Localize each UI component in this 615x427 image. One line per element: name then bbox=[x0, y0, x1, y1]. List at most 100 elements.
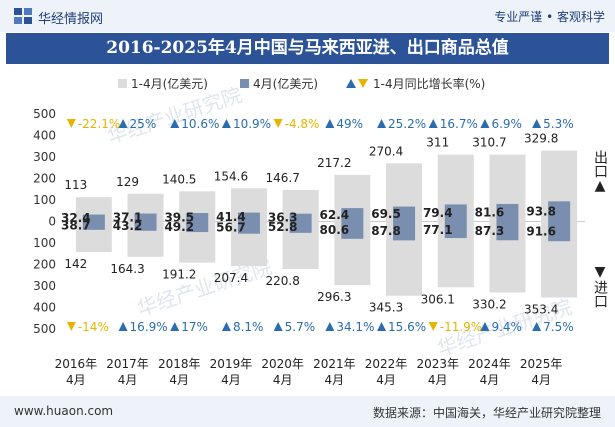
label-export-cumulative: 113 bbox=[64, 178, 87, 192]
legend-swatch-monthly bbox=[240, 79, 249, 88]
growth-import-up-triangle-icon bbox=[325, 322, 335, 331]
growth-export-label: 10.9% bbox=[233, 117, 271, 131]
bar-export-monthly bbox=[548, 201, 571, 222]
legend-down-triangle-icon bbox=[358, 79, 368, 88]
bar-export-monthly bbox=[186, 213, 209, 222]
x-tick-label-year: 2022年 bbox=[365, 357, 408, 371]
y-tick-label: 0 bbox=[48, 215, 56, 229]
label-import-monthly: 56.7 bbox=[216, 221, 246, 235]
label-export-cumulative: 140.5 bbox=[162, 172, 196, 186]
growth-import-up-triangle-icon bbox=[273, 322, 283, 331]
growth-import-label: 34.1% bbox=[336, 320, 374, 334]
bar-import-monthly bbox=[548, 221, 571, 242]
x-tick-label-month: 4月 bbox=[118, 373, 138, 387]
bar-export-monthly bbox=[496, 203, 519, 222]
growth-export-up-triangle-icon bbox=[428, 119, 438, 128]
x-tick-label-year: 2025年 bbox=[520, 357, 563, 371]
x-tick-label-month: 4月 bbox=[325, 373, 345, 387]
label-import-cumulative: 296.3 bbox=[317, 290, 351, 304]
bar-import-monthly bbox=[237, 221, 260, 234]
bar-import-monthly bbox=[341, 221, 364, 239]
label-import-cumulative: 207.4 bbox=[214, 271, 248, 285]
label-import-monthly: 49.2 bbox=[164, 220, 194, 234]
growth-import-up-triangle-icon bbox=[532, 322, 542, 331]
label-import-monthly: 38.7 bbox=[61, 219, 91, 233]
bar-export-monthly bbox=[341, 208, 364, 222]
growth-export-label: 49% bbox=[336, 117, 363, 131]
bar-export-monthly bbox=[237, 212, 260, 222]
label-import-monthly: 80.6 bbox=[320, 223, 350, 237]
x-tick-label-month: 4月 bbox=[169, 373, 189, 387]
chart-title: 2016-2025年4月中国与马来西亚进、出口商品总值 bbox=[106, 38, 509, 58]
growth-export-label: 5.3% bbox=[543, 117, 574, 131]
label-import-monthly: 91.6 bbox=[526, 224, 556, 238]
x-tick-label-month: 4月 bbox=[221, 373, 241, 387]
legend-label-growth: 1-4月同比增长率(%) bbox=[373, 76, 485, 91]
growth-import-down-triangle-icon bbox=[66, 322, 76, 331]
y-tick-label: 200 bbox=[33, 172, 56, 186]
label-import-cumulative: 353.4 bbox=[524, 302, 558, 316]
growth-import-label: -14% bbox=[78, 320, 109, 334]
growth-import-label: 5.7% bbox=[285, 320, 316, 334]
label-export-monthly: 39.5 bbox=[164, 210, 194, 224]
label-export-monthly: 81.6 bbox=[475, 206, 505, 220]
bar-import-monthly bbox=[134, 221, 157, 231]
label-import-monthly: 43.2 bbox=[113, 219, 143, 233]
label-export-cumulative: 154.6 bbox=[214, 169, 248, 183]
growth-import-down-triangle-icon bbox=[428, 322, 438, 331]
growth-export-up-triangle-icon bbox=[118, 119, 128, 128]
footer-bar: www.huaon.com 数据来源：中国海关，华经产业研究院整理 bbox=[0, 396, 615, 427]
data-source: 数据来源：中国海关，华经产业研究院整理 bbox=[372, 406, 601, 420]
legend-label-cumulative: 1-4月(亿美元) bbox=[131, 76, 208, 91]
label-import-cumulative: 330.2 bbox=[472, 297, 506, 311]
label-export-cumulative: 311 bbox=[426, 136, 449, 150]
x-tick-label-month: 4月 bbox=[531, 373, 551, 387]
bar-export-monthly bbox=[444, 204, 467, 222]
y-tick-label: 500 bbox=[33, 107, 56, 121]
label-import-cumulative: 220.8 bbox=[265, 274, 299, 288]
brand-name: 华经情报网 bbox=[38, 12, 104, 27]
bar-import-monthly bbox=[393, 221, 416, 241]
x-tick-label-year: 2016年 bbox=[55, 357, 98, 371]
title-bar: 2016-2025年4月中国与马来西亚进、出口商品总值 bbox=[6, 33, 609, 64]
site-url[interactable]: www.huaon.com bbox=[14, 404, 114, 418]
x-tick-label-year: 2018年 bbox=[158, 357, 201, 371]
growth-export-up-triangle-icon bbox=[170, 119, 180, 128]
bar-import-monthly bbox=[82, 221, 105, 230]
label-export-monthly: 37.1 bbox=[113, 211, 143, 225]
tagline: 专业严谨 • 客观科学 bbox=[494, 10, 605, 24]
label-export-monthly: 41.4 bbox=[216, 210, 246, 224]
y-tick-label: 300 bbox=[33, 279, 56, 293]
growth-export-label: 25% bbox=[130, 117, 157, 131]
label-export-monthly: 32.4 bbox=[61, 211, 91, 225]
label-import-monthly: 77.1 bbox=[423, 223, 453, 237]
growth-import-label: 15.6% bbox=[388, 320, 426, 334]
legend-up-triangle-icon bbox=[346, 79, 356, 88]
y-tick-label: 300 bbox=[33, 150, 56, 164]
x-tick-label-year: 2021年 bbox=[313, 357, 356, 371]
growth-import-up-triangle-icon bbox=[221, 322, 231, 331]
side-label-export: 出口▲ bbox=[592, 150, 608, 194]
huajing-logo-icon bbox=[14, 8, 32, 24]
growth-import-label: 9.4% bbox=[491, 320, 522, 334]
x-tick-label-month: 4月 bbox=[428, 373, 448, 387]
label-export-cumulative: 270.4 bbox=[369, 144, 403, 158]
label-export-cumulative: 329.8 bbox=[524, 132, 558, 146]
growth-export-label: 6.9% bbox=[491, 117, 522, 131]
label-export-cumulative: 310.7 bbox=[472, 136, 506, 150]
y-tick-label: 400 bbox=[33, 301, 56, 315]
label-export-monthly: 93.8 bbox=[526, 204, 556, 218]
x-tick-label-month: 4月 bbox=[66, 373, 86, 387]
label-export-monthly: 62.4 bbox=[320, 208, 350, 222]
label-export-monthly: 69.5 bbox=[371, 207, 401, 221]
growth-import-up-triangle-icon bbox=[377, 322, 387, 331]
label-import-monthly: 87.8 bbox=[371, 224, 401, 238]
watermark-text: 华经产业研究院 bbox=[104, 83, 245, 149]
label-import-monthly: 52.8 bbox=[268, 220, 298, 234]
growth-export-label: -22.1% bbox=[78, 117, 120, 131]
chart: 1-4月(亿美元) 4月(亿美元) 1-4月同比增长率(%)华经产业研究院华经产业研… bbox=[33, 76, 608, 387]
bar-import-monthly bbox=[496, 221, 519, 241]
growth-export-label: 25.2% bbox=[388, 117, 426, 131]
growth-import-up-triangle-icon bbox=[118, 322, 128, 331]
